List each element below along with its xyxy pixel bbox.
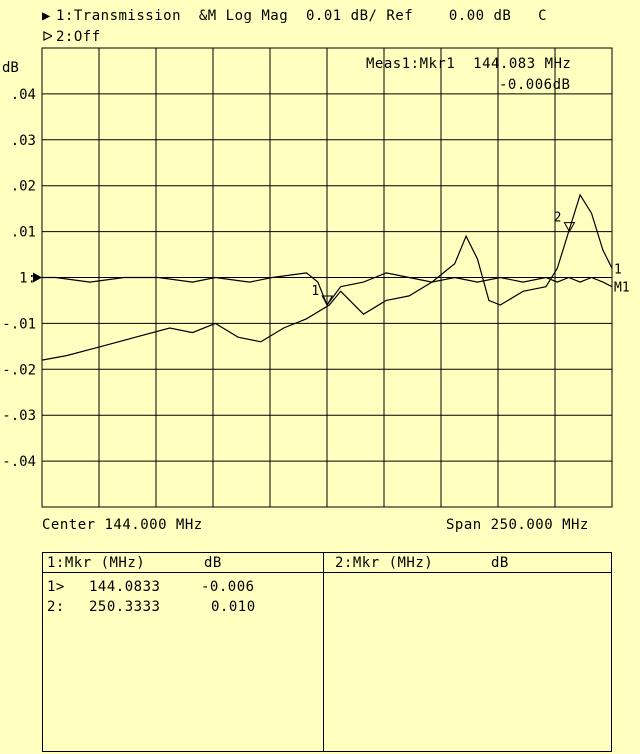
trace-plot[interactable]: 1 2 1 M1 dB .04 .03 .02 .01 1: -.01 -.02 -.03 -.04 [0,0,640,545]
trace-end-label-1: M1 [614,281,630,296]
marker-1-label: 1 [311,284,319,299]
ch1-header-unit: dB [204,555,222,571]
reference-level-arrow-icon [33,272,42,283]
measure-line-1: Meas1:Mkr1 144.083 MHz [366,56,572,72]
ch2-header-unit: dB [491,555,509,571]
marker-row-2-id: 2: [47,599,65,615]
y-tick-label: -.02 [2,362,36,378]
channel2-marker-icon: ᐅ [42,29,54,45]
marker-2-icon [563,222,576,233]
axis-labels: dB .04 .03 .02 .01 1: -.01 -.02 -.03 -.04 [2,60,36,470]
marker-table: 1:Mkr (MHz) dB 1> 144.0833 -0.006 2: 250… [42,552,612,752]
marker-2-label: 2 [554,211,562,226]
marker-row-2-freq: 250.3333 [89,599,161,615]
channel1-label[interactable]: 1:Transmission &M Log Mag 0.01 dB/ Ref 0… [56,8,548,24]
center-frequency[interactable]: Center 144.000 MHz [42,517,203,533]
marker-row-1-value: -0.006 [201,579,255,595]
marker-table-channel2: 2:Mkr (MHz) dB [323,553,611,751]
marker-table-channel1: 1:Mkr (MHz) dB 1> 144.0833 -0.006 2: 250… [43,553,324,751]
measure-line-2: -0.006dB [499,77,571,93]
y-tick-label: 1: [19,271,36,287]
marker-table-header-2: 2:Mkr (MHz) dB [323,553,611,573]
channel1-marker-icon: ▶ [42,8,51,24]
marker-row-2-value: 0.010 [211,599,256,615]
trace-end-label-2: 1 [614,262,622,277]
y-tick-label: .01 [11,225,36,241]
marker-table-header: 1:Mkr (MHz) dB [43,553,323,573]
marker-1-icon [321,295,334,307]
channel2-label[interactable]: 2:Off [56,29,101,45]
marker-row-1-id: 1> [47,579,65,595]
y-tick-label: .02 [11,179,36,195]
trace-2 [41,193,613,361]
ch2-header-title: 2:Mkr (MHz) [335,555,434,571]
y-tick-label: .03 [11,133,36,149]
y-tick-label: -.03 [2,408,36,424]
trace-1 [42,272,613,307]
y-tick-label: .04 [11,87,36,103]
marker-row-1-freq: 144.0833 [89,579,161,595]
y-tick-label: -.01 [2,316,36,332]
y-axis-unit-label: dB [2,60,19,76]
markers: 1 2 1 M1 [33,211,630,307]
span-frequency[interactable]: Span 250.000 MHz [446,517,589,533]
traces [41,193,613,361]
grid [41,47,613,508]
y-tick-label: -.04 [2,454,36,470]
ch1-header-title: 1:Mkr (MHz) [47,555,146,571]
